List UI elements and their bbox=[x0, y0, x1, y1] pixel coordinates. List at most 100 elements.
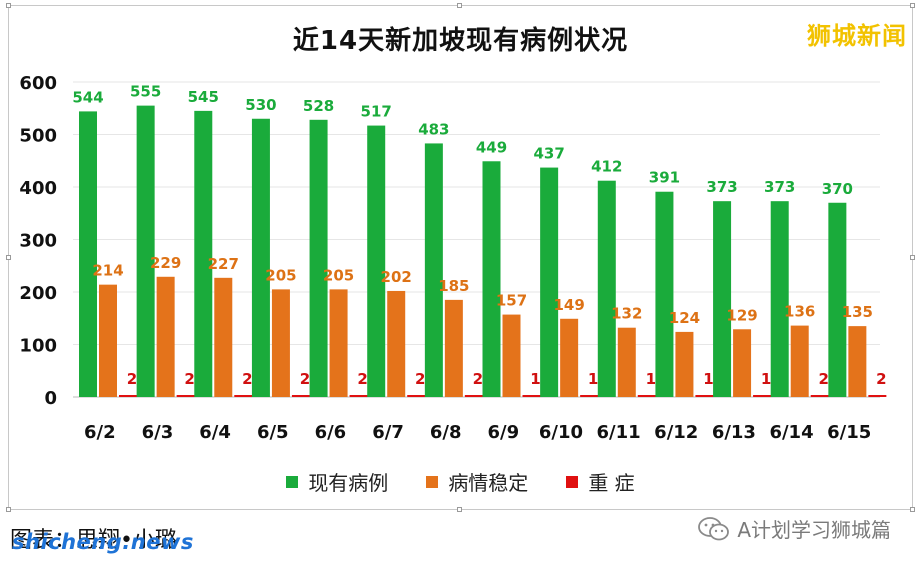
resize-handle-bottom-left[interactable] bbox=[6, 507, 11, 512]
resize-handle-bottom[interactable] bbox=[457, 507, 462, 512]
bar-stable bbox=[617, 327, 636, 397]
legend-item-existing: 现有病例 bbox=[286, 467, 388, 496]
legend-label-stable: 病情稳定 bbox=[448, 471, 529, 495]
data-label: 1 bbox=[530, 370, 540, 388]
legend-label-severe: 重 症 bbox=[588, 471, 635, 495]
chart-frame bbox=[8, 5, 913, 510]
bar-severe bbox=[291, 395, 310, 397]
wechat-account-name: A计划学习狮城篇 bbox=[737, 518, 891, 542]
y-tick-label: 0 bbox=[44, 388, 57, 409]
x-tick-label: 6/11 bbox=[597, 422, 641, 443]
legend-item-severe: 重 症 bbox=[566, 467, 635, 496]
bar-severe bbox=[810, 395, 829, 397]
bar-stable bbox=[502, 314, 521, 397]
data-label: 2 bbox=[473, 370, 483, 388]
resize-handle-left[interactable] bbox=[6, 255, 11, 260]
site-watermark: shicheng.news bbox=[12, 530, 194, 554]
data-label: 2 bbox=[876, 370, 886, 388]
x-tick-label: 6/5 bbox=[257, 422, 289, 443]
data-label: 437 bbox=[533, 145, 564, 163]
x-tick-label: 6/13 bbox=[712, 422, 756, 443]
data-label: 124 bbox=[669, 309, 700, 327]
chart-credit: 图表：思翔•小璐 bbox=[10, 528, 177, 553]
data-label: 2 bbox=[242, 370, 252, 388]
x-tick-label: 6/15 bbox=[827, 422, 871, 443]
bar-stable bbox=[790, 325, 809, 397]
bar-severe bbox=[695, 395, 714, 397]
data-label: 185 bbox=[438, 277, 469, 295]
bar-severe bbox=[637, 395, 656, 397]
x-tick-label: 6/3 bbox=[142, 422, 174, 443]
resize-handle-bottom-right[interactable] bbox=[910, 507, 915, 512]
data-label: 132 bbox=[611, 305, 642, 323]
y-tick-label: 300 bbox=[19, 231, 57, 252]
wechat-icon bbox=[698, 516, 730, 540]
bar-severe bbox=[119, 395, 137, 397]
data-label: 370 bbox=[822, 180, 853, 198]
x-tick-label: 6/14 bbox=[769, 422, 813, 443]
data-label: 449 bbox=[476, 138, 507, 156]
bar-severe bbox=[464, 395, 483, 397]
bar-stable bbox=[848, 326, 867, 397]
data-label: 2 bbox=[184, 370, 194, 388]
data-label: 129 bbox=[726, 306, 757, 324]
y-tick-label: 200 bbox=[19, 283, 57, 304]
resize-handle-top[interactable] bbox=[457, 3, 462, 8]
bar-existing bbox=[713, 201, 732, 397]
bar-stable bbox=[329, 289, 348, 397]
data-label: 517 bbox=[361, 103, 392, 121]
x-tick-label: 6/8 bbox=[430, 422, 462, 443]
bar-existing bbox=[136, 105, 155, 397]
bar-stable bbox=[387, 290, 406, 397]
data-label: 135 bbox=[842, 303, 873, 321]
data-label: 2 bbox=[357, 370, 367, 388]
bar-severe bbox=[753, 395, 772, 397]
data-label: 205 bbox=[265, 266, 296, 284]
data-label: 1 bbox=[761, 370, 771, 388]
resize-handle-top-left[interactable] bbox=[6, 3, 11, 8]
bar-existing bbox=[309, 119, 328, 398]
data-label: 1 bbox=[703, 370, 713, 388]
legend-swatch-existing bbox=[286, 475, 299, 488]
data-label: 149 bbox=[553, 296, 584, 314]
data-label: 136 bbox=[784, 303, 815, 321]
bar-stable bbox=[560, 318, 579, 397]
legend: 现有病例 病情稳定 重 症 bbox=[0, 467, 921, 496]
bar-stable bbox=[271, 289, 290, 397]
bar-existing bbox=[194, 110, 213, 397]
data-label: 373 bbox=[764, 178, 795, 196]
data-label: 391 bbox=[649, 169, 680, 187]
x-tick-label: 6/7 bbox=[372, 422, 404, 443]
bar-stable bbox=[444, 299, 463, 397]
data-label: 2 bbox=[818, 370, 828, 388]
y-tick-label: 500 bbox=[19, 126, 57, 147]
bar-severe bbox=[580, 395, 599, 397]
resize-handle-right[interactable] bbox=[910, 255, 915, 260]
bar-severe bbox=[407, 395, 426, 397]
data-label: 1 bbox=[588, 370, 598, 388]
data-label: 202 bbox=[381, 268, 412, 286]
data-label: 545 bbox=[188, 88, 219, 106]
data-label: 528 bbox=[303, 97, 334, 115]
bar-existing bbox=[367, 125, 386, 397]
bar-existing bbox=[540, 167, 559, 397]
data-label: 2 bbox=[300, 370, 310, 388]
bar-existing bbox=[770, 201, 789, 397]
legend-item-stable: 病情稳定 bbox=[426, 467, 528, 496]
data-label: 1 bbox=[646, 370, 656, 388]
y-tick-label: 600 bbox=[19, 73, 57, 94]
data-label: 157 bbox=[496, 292, 527, 310]
data-label: 373 bbox=[706, 178, 737, 196]
bar-severe bbox=[349, 395, 368, 397]
legend-swatch-severe bbox=[566, 475, 579, 488]
bar-severe bbox=[234, 395, 253, 397]
resize-handle-top-right[interactable] bbox=[910, 3, 915, 8]
x-tick-label: 6/4 bbox=[199, 422, 231, 443]
x-tick-label: 6/9 bbox=[488, 422, 520, 443]
data-label: 205 bbox=[323, 266, 354, 284]
x-tick-label: 6/12 bbox=[654, 422, 698, 443]
data-label: 2 bbox=[415, 370, 425, 388]
bar-existing bbox=[597, 180, 616, 397]
y-tick-label: 100 bbox=[19, 336, 57, 357]
